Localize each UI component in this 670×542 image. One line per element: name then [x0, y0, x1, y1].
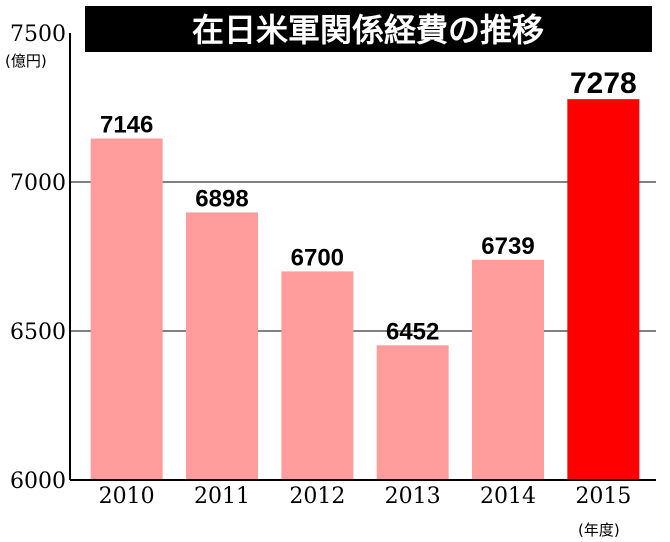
y-tick-label-6000: 6000 [10, 469, 66, 494]
x-tick-label-2013: 2013 [385, 484, 441, 509]
y-tick-label-7000: 7000 [10, 171, 66, 196]
grid-lines [70, 181, 656, 332]
value-label-2014: 6739 [481, 233, 534, 260]
y-axis-unit-label: (億円) [5, 52, 47, 70]
bar-2010 [90, 138, 163, 480]
chart-title: 在日米軍関係経費の推移 [192, 11, 544, 49]
y-tick-label-7500: 7500 [10, 22, 66, 47]
value-label-2012: 6700 [291, 244, 344, 271]
bar-2012 [281, 271, 354, 480]
bar-2015 [567, 99, 640, 480]
x-tick-label-2011: 2011 [194, 484, 250, 509]
chart-title-bar [85, 6, 652, 52]
x-tick-label-2012: 2012 [289, 484, 345, 509]
x-tick-label-2010: 2010 [99, 484, 155, 509]
bars [90, 99, 640, 480]
x-tick-label-2014: 2014 [480, 484, 536, 509]
bar-2014 [472, 259, 544, 480]
value-label-2011: 6898 [195, 185, 248, 212]
value-label-2010: 7146 [100, 111, 153, 138]
bar-2013 [376, 345, 449, 480]
value-label-2015: 7278 [570, 67, 637, 100]
x-tick-label-2015: 2015 [575, 484, 631, 509]
y-tick-label-6500: 6500 [10, 320, 66, 345]
value-label-2013: 6452 [386, 318, 439, 345]
tick-labels: 6000 6500 7000 7500 2010 2011 2012 2013 2014 2015 [10, 22, 631, 509]
value-labels: 7146 6898 6700 6452 6739 7278 [100, 67, 637, 345]
x-axis-unit-label: (年度) [578, 521, 620, 539]
bar-2011 [186, 212, 258, 480]
